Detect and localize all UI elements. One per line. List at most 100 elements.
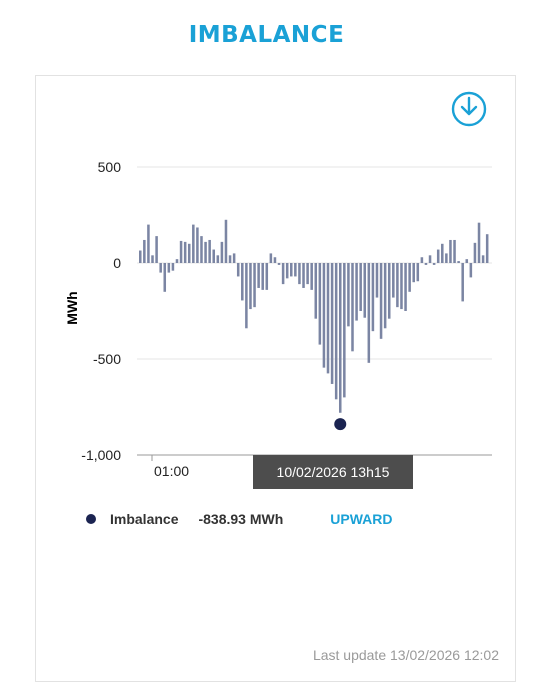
bar[interactable] (461, 263, 464, 302)
bar[interactable] (334, 263, 338, 400)
bar[interactable] (404, 263, 407, 311)
bar[interactable] (192, 224, 195, 263)
bar[interactable] (310, 263, 313, 290)
bar[interactable] (269, 253, 273, 263)
y-tick-label: -1,000 (81, 447, 121, 463)
page-title: IMBALANCE (188, 22, 345, 48)
bar[interactable] (322, 263, 326, 368)
bar[interactable] (453, 239, 456, 263)
bar[interactable] (204, 241, 207, 263)
bar[interactable] (298, 263, 301, 285)
bar[interactable] (290, 263, 293, 277)
bar[interactable] (343, 263, 346, 398)
bar[interactable] (179, 240, 183, 263)
bar[interactable] (355, 263, 358, 321)
last-update: Last update 13/02/2026 12:02 (312, 647, 499, 663)
bar[interactable] (257, 263, 260, 288)
bar[interactable] (465, 259, 469, 263)
bar[interactable] (273, 257, 277, 263)
bar[interactable] (359, 263, 362, 311)
bar[interactable] (383, 263, 387, 329)
bar[interactable] (281, 263, 285, 285)
bar[interactable] (236, 263, 240, 277)
bar[interactable] (175, 259, 179, 263)
bar[interactable] (449, 239, 452, 263)
bar[interactable] (330, 263, 334, 384)
bar[interactable] (216, 255, 220, 263)
bar[interactable] (228, 255, 232, 263)
bar[interactable] (265, 263, 269, 290)
bar[interactable] (285, 263, 289, 279)
download-circle-icon[interactable] (450, 90, 488, 128)
bar[interactable] (241, 263, 244, 301)
bar[interactable] (143, 239, 146, 263)
bar[interactable] (408, 263, 411, 292)
bar[interactable] (212, 249, 215, 263)
bar[interactable] (314, 263, 318, 319)
bar[interactable] (379, 263, 383, 339)
bar[interactable] (481, 255, 485, 263)
y-axis-label: MWh (64, 291, 80, 325)
bar[interactable] (318, 263, 322, 345)
legend-marker (86, 514, 96, 524)
bar[interactable] (400, 263, 403, 310)
tooltip: 10/02/2026 13h15 (253, 455, 413, 489)
bar[interactable] (485, 234, 489, 263)
bar[interactable] (159, 263, 162, 273)
bar[interactable] (163, 263, 167, 292)
bar[interactable] (245, 263, 248, 329)
bar[interactable] (139, 250, 142, 263)
bar[interactable] (171, 263, 175, 271)
bar[interactable] (208, 239, 211, 263)
y-tick-label: 500 (98, 159, 122, 175)
bar[interactable] (416, 263, 420, 282)
bar[interactable] (249, 263, 252, 310)
bar[interactable] (445, 253, 448, 263)
bar[interactable] (200, 236, 203, 263)
bar[interactable] (436, 249, 440, 263)
bar[interactable] (375, 263, 379, 298)
bar[interactable] (167, 263, 171, 273)
bar[interactable] (302, 263, 305, 288)
bar[interactable] (477, 222, 481, 263)
bar[interactable] (387, 263, 391, 319)
bar[interactable] (261, 263, 264, 290)
bar[interactable] (220, 241, 224, 263)
bar[interactable] (412, 263, 415, 283)
bar[interactable] (420, 257, 424, 263)
bar[interactable] (473, 242, 477, 263)
legend-label[interactable]: Imbalance (110, 511, 179, 527)
bar[interactable] (351, 263, 354, 352)
bar[interactable] (232, 253, 236, 263)
bar[interactable] (224, 219, 228, 263)
bar[interactable] (196, 227, 199, 263)
bar[interactable] (457, 261, 460, 263)
bar[interactable] (363, 263, 367, 318)
bar[interactable] (428, 255, 432, 263)
bar[interactable] (326, 263, 330, 374)
legend: Imbalance -838.93 MWh UPWARD (86, 511, 393, 527)
bar[interactable] (187, 243, 191, 263)
bar[interactable] (441, 243, 444, 263)
bar[interactable] (277, 263, 281, 265)
bar[interactable] (367, 263, 371, 363)
bar[interactable] (183, 241, 187, 263)
bar[interactable] (294, 263, 297, 277)
y-tick-label: 0 (113, 255, 121, 271)
bar[interactable] (151, 255, 154, 263)
bar[interactable] (396, 263, 399, 308)
bar[interactable] (392, 263, 395, 298)
bar[interactable] (306, 263, 309, 285)
bar[interactable] (371, 263, 375, 332)
bar[interactable] (253, 263, 256, 308)
bar[interactable] (147, 224, 150, 263)
bar[interactable] (155, 236, 158, 263)
highlight-marker (334, 418, 347, 431)
x-tick-label: 01:00 (154, 463, 189, 479)
bar[interactable] (338, 263, 342, 413)
bar[interactable] (469, 263, 473, 278)
bar[interactable] (432, 263, 436, 265)
bar[interactable] (424, 263, 428, 265)
bar[interactable] (347, 263, 350, 327)
